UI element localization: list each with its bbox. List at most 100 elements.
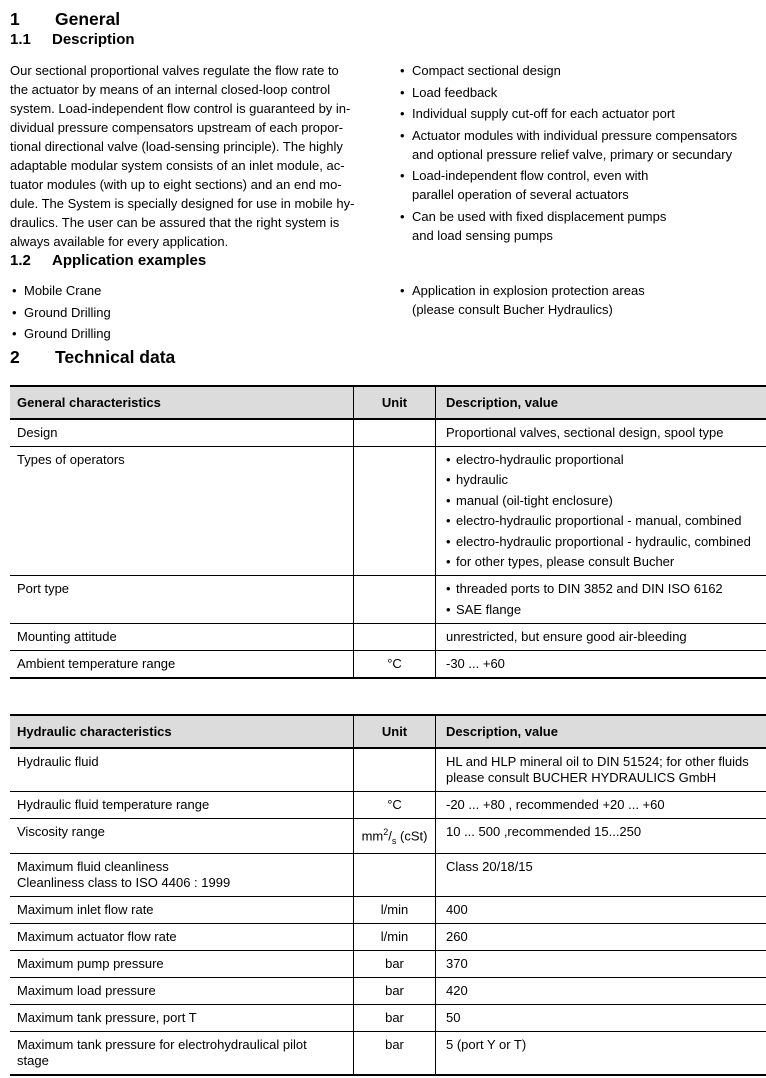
- row-value-cell: electro-hydraulic proportional hydraulic m…: [435, 446, 766, 576]
- bullet-item: Load feedback: [398, 83, 753, 102]
- table-header-row: General characteristics Unit Description, …: [10, 385, 766, 420]
- table-row: Port type threaded ports to DIN 3852 and …: [10, 575, 766, 624]
- section-title: Technical data: [55, 346, 176, 367]
- column-header: General characteristics: [10, 385, 354, 420]
- row-value-cell: threaded ports to DIN 3852 and DIN ISO 6…: [435, 575, 766, 624]
- row-unit-cell: [353, 575, 436, 624]
- table-row: Design Proportional valves, sectional des…: [10, 418, 766, 447]
- row-label-cell: Hydraulic fluid: [10, 747, 354, 792]
- row-value-cell: Class 20/18/15: [435, 853, 766, 898]
- table-row: Maximum inlet flow rate l/min 400: [10, 896, 766, 925]
- table-row: Ambient temperature range °C -30 ... +60: [10, 650, 766, 678]
- table-row: Maximum actuator flow rate l/min 260: [10, 923, 766, 952]
- bullet-item: Actuator modules with individual pressur…: [398, 126, 753, 164]
- value-bullet-item: electro-hydraulic proportional - manual,…: [446, 513, 766, 529]
- table-row: Hydraulic fluid HL and HLP mineral oil to…: [10, 747, 766, 792]
- bullet-item: Application in explosion protection area…: [398, 281, 753, 319]
- row-label-cell: Maximum fluid cleanliness Cleanliness cl…: [10, 853, 354, 898]
- row-unit-cell: °C: [353, 791, 436, 819]
- bullet-item: Ground Drilling: [10, 303, 378, 322]
- hydraulic-characteristics-table: Hydraulic characteristics Unit Description…: [10, 713, 766, 1077]
- bullet-item: Can be used with fixed displacement pump…: [398, 207, 753, 245]
- value-bullet-item: for other types, please consult Bucher: [446, 554, 766, 570]
- description-columns: Our sectional proportional valves regula…: [10, 61, 753, 251]
- row-value-cell: 400: [435, 896, 766, 925]
- row-unit-cell: [353, 623, 436, 651]
- application-bullet-list-right: Application in explosion protection area…: [398, 281, 753, 346]
- section-number: 1: [10, 9, 20, 29]
- table-row: Viscosity range mm2/s (cSt) 10 ... 500 ,re…: [10, 818, 766, 855]
- section-title: Application examples: [52, 252, 207, 269]
- row-label-cell: Types of operators: [10, 446, 354, 576]
- row-value-cell: unrestricted, but ensure good air-bleedi…: [435, 623, 766, 651]
- table-row: Maximum load pressure bar 420: [10, 977, 766, 1006]
- section-number: 2: [10, 346, 20, 367]
- section-heading-description: 1.1 Description: [10, 30, 753, 49]
- description-paragraph: Our sectional proportional valves regula…: [10, 63, 355, 249]
- column-header: Description, value: [435, 385, 766, 420]
- row-label-cell: Hydraulic fluid temperature range: [10, 791, 354, 819]
- feature-bullet-list: Compact sectional design Load feedback Ind…: [398, 61, 753, 251]
- row-label-cell: Maximum actuator flow rate: [10, 923, 354, 952]
- column-header: Description, value: [435, 714, 766, 749]
- row-unit-cell: °C: [353, 650, 436, 678]
- value-bullet-item: electro-hydraulic proportional: [446, 452, 766, 468]
- value-bullet-item: electro-hydraulic proportional - hydraul…: [446, 534, 766, 550]
- row-unit-cell: bar: [353, 950, 436, 979]
- section-number: 1.1: [10, 31, 31, 48]
- application-columns: Mobile Crane Ground Drilling Ground Drilli…: [10, 281, 753, 346]
- row-value-cell: -30 ... +60: [446, 655, 505, 671]
- row-unit-cell: [353, 446, 436, 576]
- row-label-cell: Design: [10, 418, 354, 447]
- value-bullet-item: SAE flange: [446, 602, 766, 618]
- value-bullet-item: threaded ports to DIN 3852 and DIN ISO 6…: [446, 581, 766, 597]
- section-heading-technical: 2 Technical data: [10, 346, 753, 368]
- row-unit-cell: bar: [353, 977, 436, 1006]
- table-row: Maximum fluid cleanliness Cleanliness cl…: [10, 853, 766, 898]
- row-label-cell: Maximum pump pressure: [10, 950, 354, 979]
- value-bullet-item: manual (oil-tight enclosure): [446, 493, 766, 509]
- row-label-cell: Maximum tank pressure for electrohydraul…: [10, 1031, 354, 1076]
- bullet-item: Ground Drilling: [10, 324, 378, 343]
- bullet-item: Individual supply cut-off for each actua…: [398, 104, 753, 123]
- row-value-cell: 10 ... 500 ,recommended 15...250: [435, 818, 766, 855]
- row-unit-cell: l/min: [353, 923, 436, 952]
- row-label-cell: Viscosity range: [10, 818, 354, 855]
- bullet-item: Mobile Crane: [10, 281, 378, 300]
- column-header: Unit: [353, 385, 436, 420]
- row-unit-cell: bar: [353, 1004, 436, 1033]
- section-number: 1.2: [10, 252, 31, 269]
- table-row: Maximum tank pressure for electrohydraul…: [10, 1031, 766, 1076]
- row-value-cell: HL and HLP mineral oil to DIN 51524; for…: [435, 747, 766, 792]
- row-value-cell: 420: [435, 977, 766, 1006]
- general-characteristics-table: General characteristics Unit Description, …: [10, 384, 766, 679]
- row-value-cell: -20 ... +80 , recommended +20 ... +60: [435, 791, 766, 819]
- application-bullet-list-left: Mobile Crane Ground Drilling Ground Drilli…: [10, 281, 378, 346]
- bullet-item: Compact sectional design: [398, 61, 753, 80]
- section-title: Description: [52, 31, 135, 48]
- section-heading-application: 1.2 Application examples: [10, 251, 753, 270]
- row-unit-cell: mm2/s (cSt): [353, 818, 436, 855]
- table-header-row: Hydraulic characteristics Unit Description…: [10, 714, 766, 749]
- row-label-cell: Mounting attitude: [10, 623, 354, 651]
- table-row: Maximum pump pressure bar 370: [10, 950, 766, 979]
- row-value-cell: 260: [435, 923, 766, 952]
- table-row: Hydraulic fluid temperature range °C -20 .…: [10, 791, 766, 819]
- value-bullet-item: hydraulic: [446, 472, 766, 488]
- row-value-cell: 5 (port Y or T): [446, 1037, 527, 1053]
- row-label-cell: Maximum tank pressure, port T: [10, 1004, 354, 1033]
- table-row: Mounting attitude unrestricted, but ensur…: [10, 623, 766, 651]
- row-unit-cell: [353, 853, 436, 898]
- bullet-item: Load-independent flow control, even with…: [398, 166, 753, 204]
- table-row: Types of operators electro-hydraulic prop…: [10, 446, 766, 576]
- row-unit-cell: bar: [353, 1031, 436, 1076]
- column-header: Hydraulic characteristics: [10, 714, 354, 749]
- row-label-cell: Ambient temperature range: [10, 650, 354, 678]
- row-unit-cell: [353, 418, 436, 447]
- row-label-cell: Maximum load pressure: [10, 977, 354, 1006]
- column-header: Unit: [353, 714, 436, 749]
- row-value-cell: Proportional valves, sectional design, s…: [435, 418, 766, 447]
- row-label-cell: Maximum inlet flow rate: [10, 896, 354, 925]
